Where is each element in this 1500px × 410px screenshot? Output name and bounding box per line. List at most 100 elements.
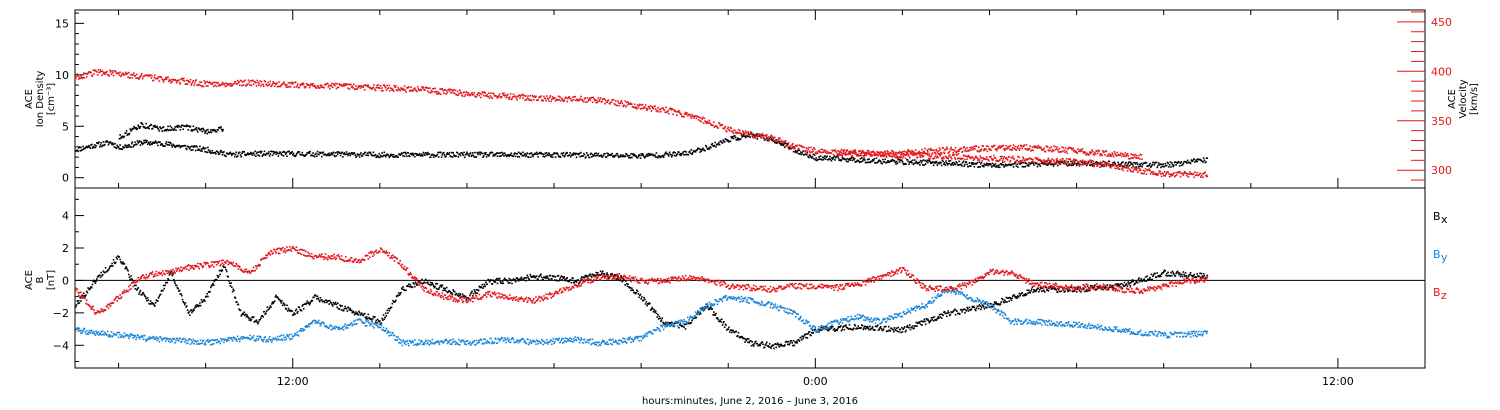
data-point [405,153,407,155]
data-point [285,152,288,154]
data-point [337,302,339,305]
data-point [572,277,574,280]
data-point [194,128,197,130]
data-point [161,143,163,145]
data-point [1108,153,1111,155]
data-point [231,286,233,288]
data-point [861,160,864,162]
data-point [395,85,397,87]
data-point [253,154,256,156]
data-point [1139,163,1141,166]
data-point [1114,167,1116,170]
data-point [607,154,609,157]
data-point [460,92,462,94]
data-point [445,90,448,92]
data-point [735,132,738,134]
data-point [901,159,903,162]
data-point [269,80,272,83]
data-point [211,284,214,286]
data-point [130,130,132,132]
data-point [146,127,149,129]
data-point [1154,172,1156,175]
data-point [173,128,176,130]
data-point [436,282,439,285]
data-point [585,275,587,278]
data-point [620,101,622,103]
data-point [898,158,900,161]
data-point [893,330,895,333]
data-point [157,77,159,80]
data-point [696,149,698,151]
data-point [451,151,453,154]
data-point [966,158,968,160]
data-point [583,153,586,156]
data-point [1001,145,1004,148]
data-point [123,146,126,149]
data-point [170,82,172,84]
data-point [660,320,662,323]
data-point [573,282,576,284]
data-point [228,280,230,282]
data-point [1016,159,1018,162]
data-point [244,314,246,317]
data-point [909,151,912,153]
data-point [504,277,506,280]
data-point [673,151,675,153]
data-point [915,160,918,163]
data-point [220,270,223,273]
data-point [526,152,529,154]
data-point [437,91,440,94]
data-point [458,92,460,95]
data-point [103,73,105,76]
data-point [586,274,588,277]
data-point [807,332,809,335]
data-point [1126,166,1128,169]
data-point [554,156,557,158]
data-point [1091,164,1093,166]
data-point [1129,157,1132,160]
data-point [450,92,452,94]
data-point [510,152,513,155]
data-point [461,153,464,155]
data-point [823,157,825,159]
data-point [708,119,711,122]
data-point [472,152,474,154]
data-point [96,278,98,280]
data-point [249,84,251,86]
data-point [256,321,259,324]
data-point [429,284,431,286]
data-point [647,152,650,155]
data-point [184,145,187,147]
data-point [561,279,563,281]
data-point [648,106,650,108]
data-point [654,311,656,313]
data-point [237,303,240,306]
data-point [913,153,915,155]
data-point [346,310,349,312]
data-point [546,152,548,154]
data-point [1004,165,1006,167]
data-point [217,276,219,279]
data-point [1001,155,1003,158]
data-point [194,82,196,85]
data-point [591,96,593,99]
data-point [334,84,336,87]
data-point [442,89,444,92]
data-point [797,147,800,150]
data-point [979,149,981,151]
data-point [263,85,265,88]
data-point [492,279,494,281]
data-point [976,161,979,164]
data-point [1200,176,1202,178]
data-point [840,325,842,327]
data-point [704,149,706,152]
data-point [434,87,436,90]
data-point [1144,170,1146,173]
data-point [233,289,235,292]
data-point [84,147,86,149]
data-point [360,152,362,154]
data-point [1179,175,1182,178]
data-point [1132,165,1135,168]
data-point [787,141,790,144]
data-point [382,319,384,321]
